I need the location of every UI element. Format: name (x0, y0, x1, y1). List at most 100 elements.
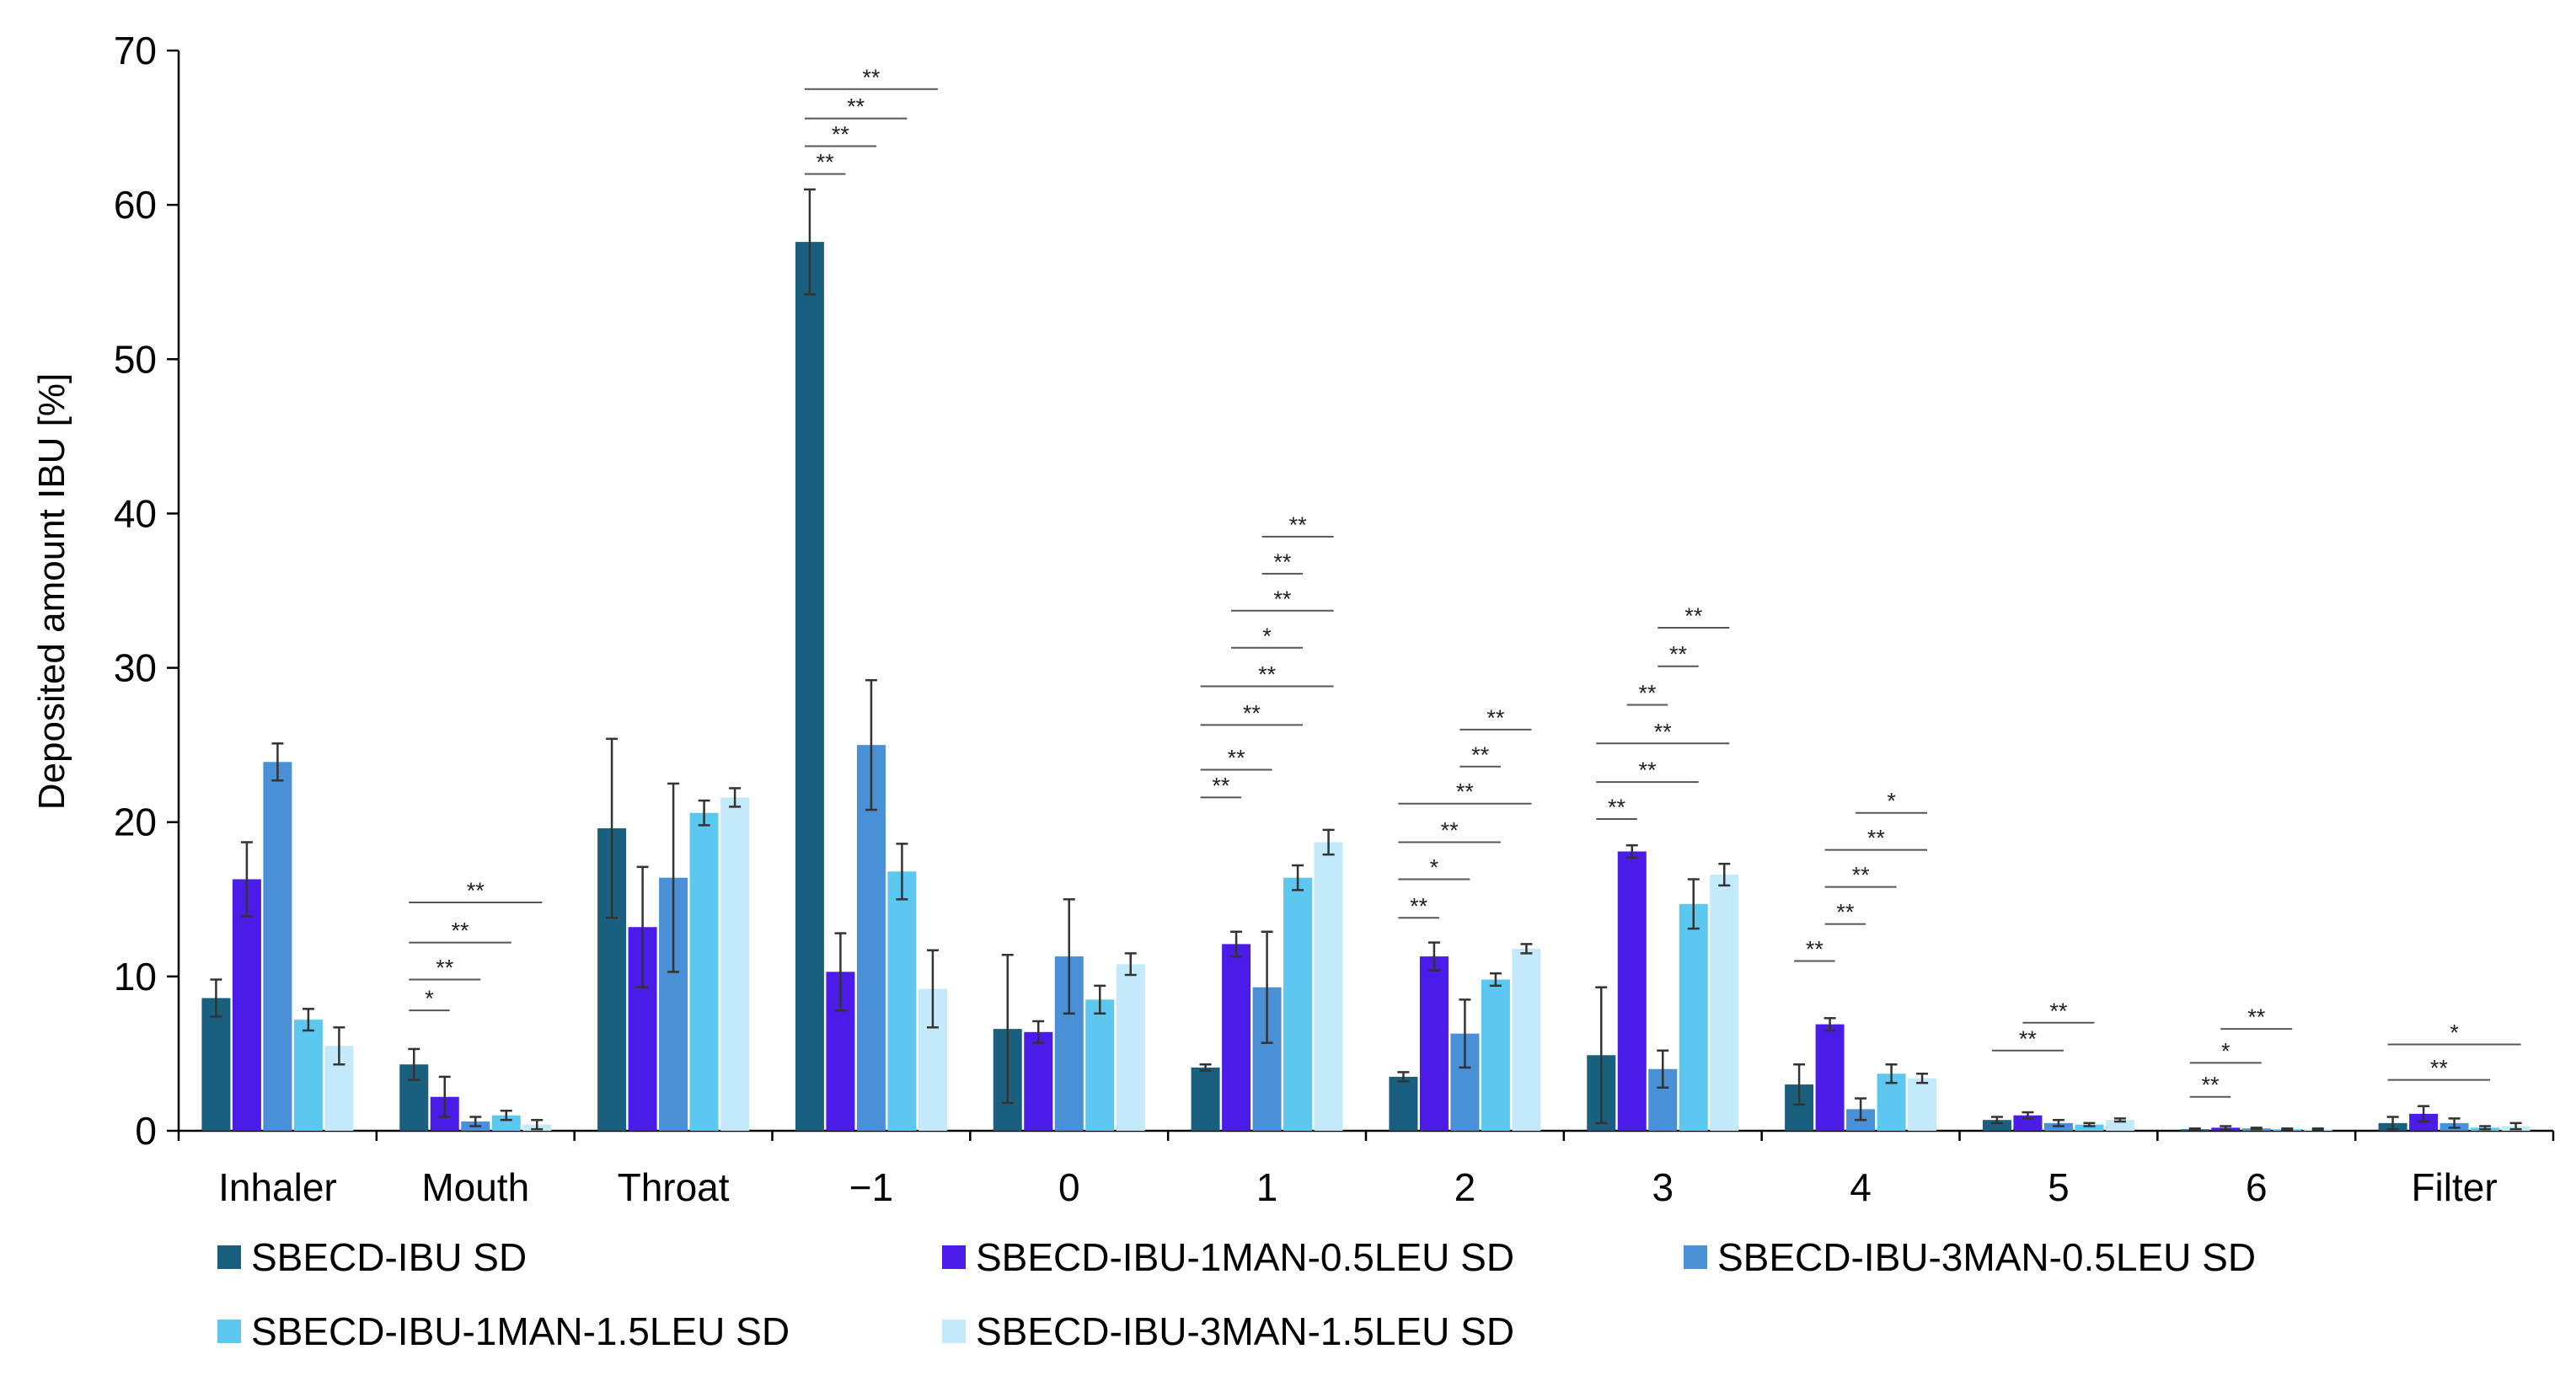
legend-swatch (942, 1245, 966, 1269)
y-tick-label: 70 (114, 29, 157, 72)
y-tick-label: 30 (114, 646, 157, 690)
bar (1024, 1031, 1053, 1131)
y-tick-label: 10 (114, 955, 157, 998)
significance-label: ** (1836, 900, 1855, 925)
legend: SBECD-IBU SD SBECD-IBU-1MAN-0.5LEU SD SBEC… (217, 1235, 2256, 1353)
x-tick-label: Mouth (421, 1165, 529, 1209)
significance-label: * (2221, 1038, 2231, 1063)
significance-label: ** (1669, 642, 1688, 667)
x-tick-label: 1 (1256, 1165, 1278, 1209)
significance-label: ** (1486, 705, 1505, 731)
significance-label: * (425, 986, 434, 1011)
significance-label: ** (1608, 795, 1626, 820)
significance-label: ** (1456, 779, 1475, 805)
bar (1222, 944, 1251, 1131)
bar (201, 998, 231, 1131)
bar (887, 871, 917, 1131)
significance-label: ** (847, 94, 865, 120)
legend-label: SBECD-IBU-1MAN-1.5LEU SD (251, 1309, 790, 1353)
y-tick-label: 0 (135, 1109, 157, 1153)
y-tick-label: 20 (114, 800, 157, 844)
bar (720, 797, 750, 1131)
legend-swatch (1684, 1245, 1707, 1269)
bar (2013, 1115, 2043, 1131)
y-axis-title: Deposited amount IBU [%] (31, 373, 72, 810)
bar (293, 1020, 323, 1131)
bar (1679, 903, 1708, 1131)
x-tick-label: Filter (2411, 1165, 2497, 1209)
significance-label: * (2450, 1020, 2459, 1045)
bar (1085, 999, 1115, 1131)
y-tick-label: 40 (114, 491, 157, 535)
bar (263, 762, 292, 1131)
significance-label: ** (1410, 893, 1428, 918)
significance-label: ** (1471, 742, 1490, 768)
legend-label: SBECD-IBU-3MAN-1.5LEU SD (976, 1309, 1514, 1353)
significance-label: ** (1273, 549, 1292, 575)
significance-label: ** (1638, 681, 1657, 706)
significance-label: ** (467, 878, 485, 903)
significance-label: ** (817, 150, 835, 175)
significance-markers: ****************************************… (409, 65, 2521, 1098)
significance-label: ** (2247, 1004, 2266, 1030)
bar (1389, 1076, 1418, 1131)
significance-label: ** (2049, 998, 2068, 1024)
bar (491, 1115, 521, 1131)
y-tick-label: 50 (114, 337, 157, 381)
significance-label: * (1887, 789, 1896, 814)
significance-label: ** (1867, 826, 1886, 851)
bars (201, 242, 2530, 1131)
significance-label: ** (1638, 758, 1657, 783)
significance-label: ** (1228, 745, 1246, 770)
legend-label: SBECD-IBU-3MAN-0.5LEU SD (1717, 1235, 2256, 1279)
legend-swatch (942, 1320, 966, 1343)
legend-swatch (217, 1320, 241, 1343)
significance-label: * (1262, 624, 1272, 649)
legend-label: SBECD-IBU-1MAN-0.5LEU SD (976, 1235, 1514, 1279)
significance-label: ** (451, 918, 469, 944)
bar (2105, 1120, 2134, 1131)
x-tick-label: 0 (1058, 1165, 1080, 1209)
x-tick-label: 4 (1850, 1165, 1872, 1209)
bar (1116, 964, 1145, 1131)
bar (1908, 1078, 1937, 1131)
bar (1512, 948, 1541, 1131)
x-tick-label: 5 (2048, 1165, 2070, 1209)
x-tick-label: 2 (1454, 1165, 1476, 1209)
significance-label: ** (436, 956, 454, 981)
x-axis: Inhaler Mouth Throat −1 0 1 2 3 4 5 6 Filter (177, 1129, 2555, 1209)
x-tick-label: Throat (618, 1165, 730, 1209)
significance-label: ** (1212, 773, 1230, 798)
y-axis: 0 10 20 30 40 50 60 70 (114, 29, 180, 1153)
bar (232, 879, 261, 1131)
bar (795, 242, 824, 1131)
error-bars (210, 188, 2522, 1132)
bar (1314, 842, 1343, 1131)
x-tick-label: 6 (2246, 1165, 2268, 1209)
significance-label: ** (1243, 700, 1261, 725)
significance-label: ** (1806, 937, 1824, 962)
significance-label: * (1430, 854, 1439, 880)
bar (1815, 1024, 1845, 1131)
bar (689, 812, 719, 1131)
x-tick-label: 3 (1652, 1165, 1674, 1209)
significance-label: ** (1289, 512, 1308, 538)
legend-label: SBECD-IBU SD (251, 1235, 527, 1279)
significance-label: ** (1684, 603, 1703, 629)
significance-label: ** (1654, 719, 1673, 744)
significance-label: ** (2019, 1026, 2038, 1052)
significance-label: ** (862, 65, 881, 90)
x-tick-label: Inhaler (218, 1165, 337, 1209)
significance-label: ** (832, 122, 850, 147)
significance-label: ** (2430, 1056, 2449, 1081)
significance-label: ** (1258, 662, 1277, 688)
bar (1283, 877, 1313, 1131)
significance-label: ** (1441, 818, 1459, 843)
significance-label: ** (1852, 863, 1871, 888)
bar (1982, 1120, 2011, 1131)
y-tick-label: 60 (114, 183, 157, 227)
bar (1191, 1067, 1220, 1131)
bar (1419, 956, 1449, 1131)
bar (2075, 1124, 2104, 1131)
